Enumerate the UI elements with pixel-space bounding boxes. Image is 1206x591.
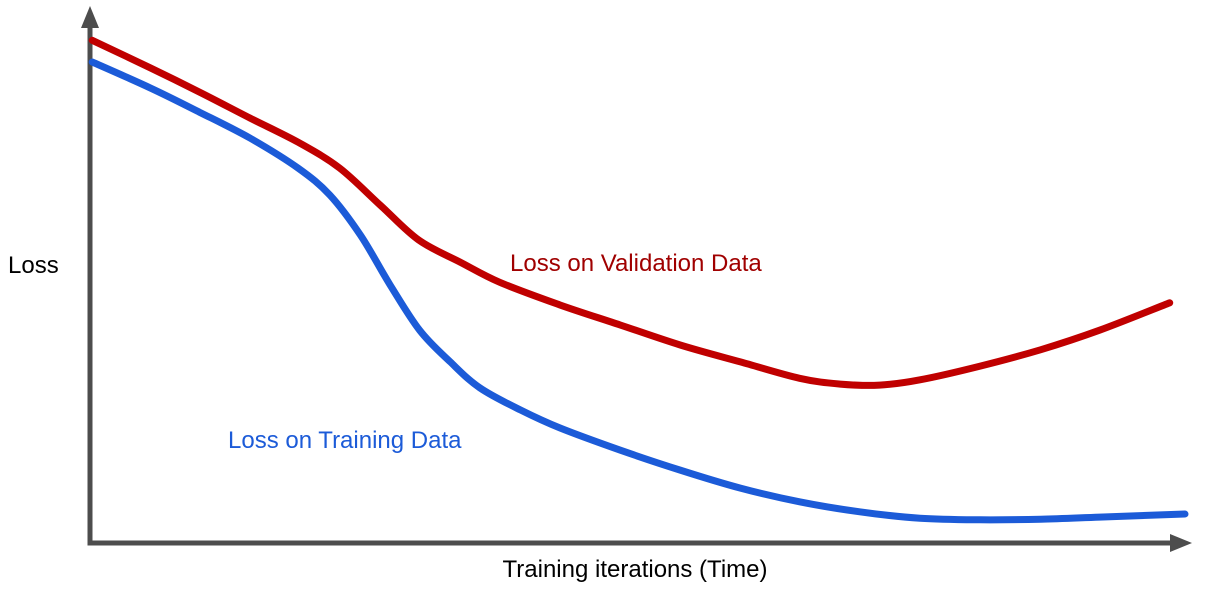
training-series-label: Loss on Training Data <box>228 427 462 454</box>
validation-series-label: Loss on Validation Data <box>510 250 762 277</box>
x-axis-arrowhead <box>1170 534 1192 552</box>
y-axis-label: Loss <box>8 252 59 279</box>
x-axis-label: Training iterations (Time) <box>502 556 768 583</box>
y-axis-arrowhead <box>81 6 99 28</box>
validation-loss-curve <box>88 36 1174 389</box>
training-loss-curve <box>88 58 1189 524</box>
